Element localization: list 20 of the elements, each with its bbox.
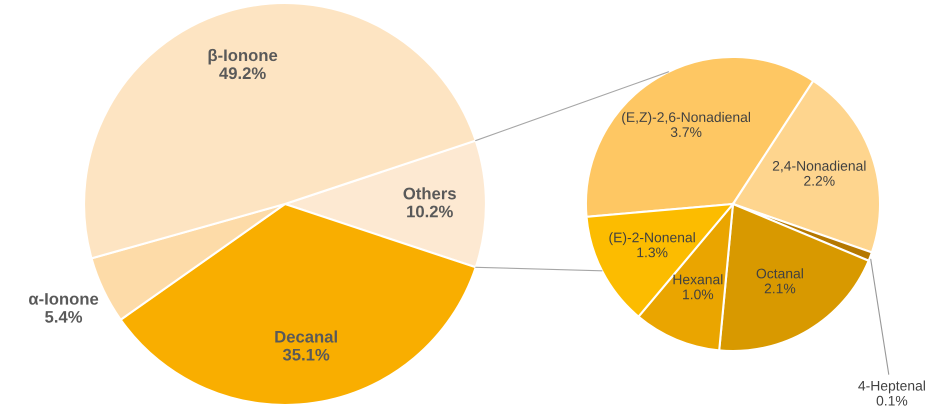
data-label: 49.2%: [219, 67, 266, 80]
data-label: 2.1%: [764, 284, 796, 294]
slice-label: 4-Heptenal: [858, 380, 925, 394]
slice-label: (E,Z)-2,6-Nonadienal: [622, 112, 750, 125]
data-label: 3.7%: [670, 127, 702, 138]
data-label: 5.4%: [45, 310, 82, 323]
data-label: 0.1%: [876, 396, 908, 406]
slice-label: 2,4-Nonadienal: [772, 160, 866, 172]
slice-label: Others: [404, 187, 456, 200]
data-label: 1.3%: [637, 247, 668, 258]
data-label: 2.2%: [804, 176, 835, 186]
data-label: 1.0%: [683, 289, 714, 300]
slice-label: β-Ionone: [208, 48, 278, 64]
slice-label: Decanal: [275, 330, 337, 343]
data-label: 35.1%: [282, 348, 330, 361]
slice-label: (E)-2-Nonenal: [609, 232, 695, 246]
slice-label: Hexanal: [673, 274, 722, 284]
slice-label: α-Ionone: [29, 293, 98, 305]
data-label: 10.2%: [407, 206, 453, 218]
slice-label: Octanal: [756, 268, 803, 278]
